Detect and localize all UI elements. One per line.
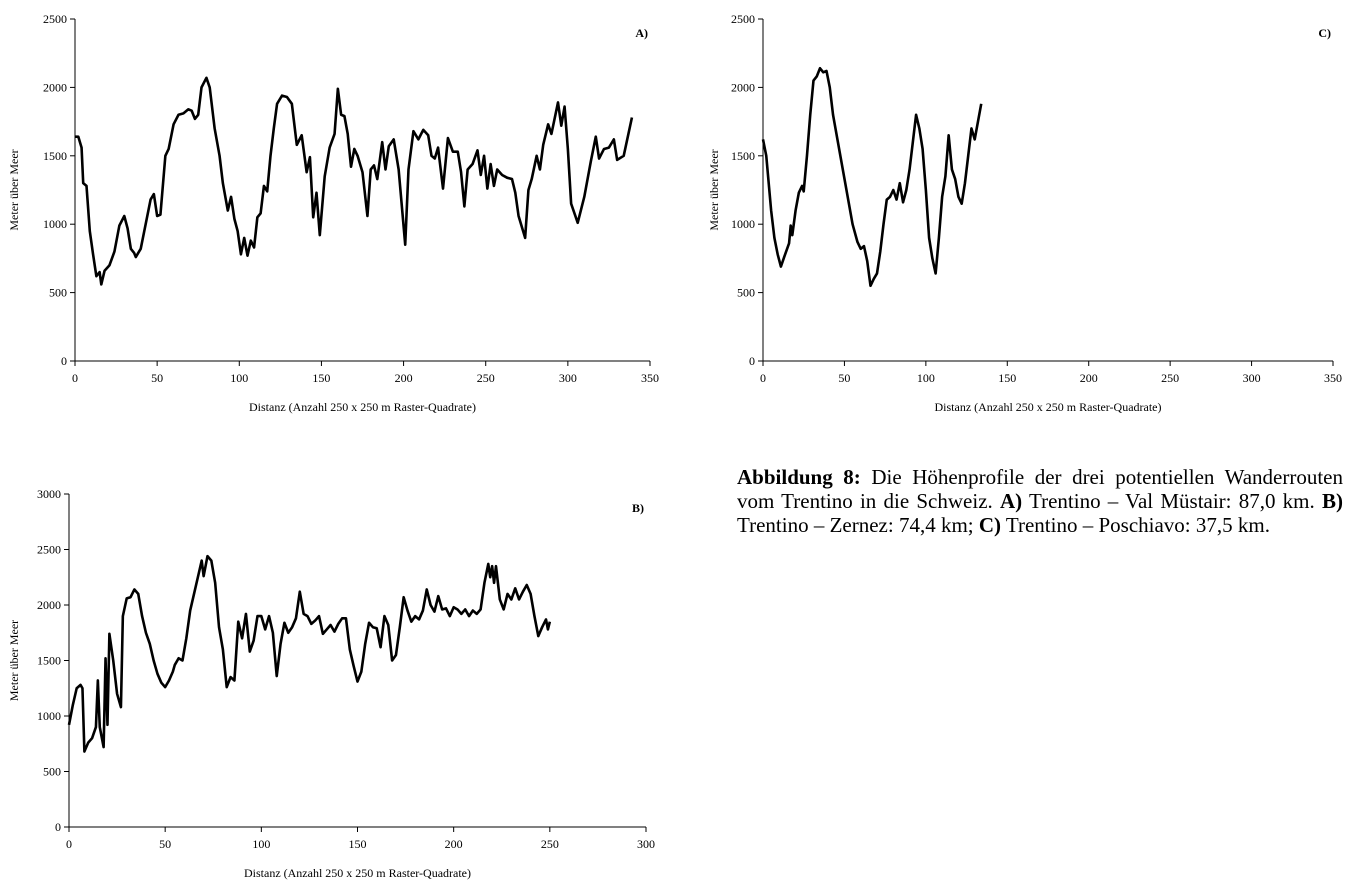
x-tick-label: 50: [151, 371, 163, 385]
y-axis-label: Meter über Meer: [7, 620, 21, 701]
y-tick-label: 1000: [37, 709, 61, 723]
elevation-line: [761, 66, 983, 288]
caption-text: Trentino – Val Müstair: 87,0 km.: [1022, 489, 1322, 513]
caption-text: Die Höhenprofile der drei potentiellen W…: [737, 465, 1349, 513]
x-tick-label: 350: [1324, 371, 1342, 385]
caption-text: Trentino – Poschiavo: 37,5 km.: [1001, 513, 1270, 537]
elevation-line: [75, 76, 634, 286]
y-axis-label: Meter über Meer: [7, 149, 21, 230]
panel-label: B): [632, 501, 644, 515]
y-tick-label: 1000: [43, 217, 67, 231]
x-tick-label: 100: [917, 371, 935, 385]
elevation-line: [67, 554, 552, 753]
caption-text: Trentino – Zernez: 74,4 km;: [737, 489, 1349, 537]
x-tick-label: 250: [1161, 371, 1179, 385]
y-tick-label: 2500: [43, 12, 67, 26]
x-tick-label: 300: [559, 371, 577, 385]
x-tick-label: 0: [66, 837, 72, 851]
x-tick-label: 350: [641, 371, 659, 385]
x-tick-label: 200: [395, 371, 413, 385]
y-axis-label: Meter über Meer: [707, 149, 721, 230]
x-tick-label: 200: [445, 837, 463, 851]
x-tick-label: 0: [72, 371, 78, 385]
x-tick-label: 150: [998, 371, 1016, 385]
x-tick-label: 300: [637, 837, 655, 851]
caption-bold: B): [1322, 489, 1343, 513]
y-tick-label: 2500: [731, 12, 755, 26]
x-tick-label: 200: [1080, 371, 1098, 385]
x-tick-label: 250: [541, 837, 559, 851]
y-tick-label: 1500: [37, 654, 61, 668]
x-tick-label: 150: [312, 371, 330, 385]
caption: Abbildung 8: Die Höhenprofile der drei p…: [737, 465, 1343, 537]
x-axis-label: Distanz (Anzahl 250 x 250 m Raster-Quadr…: [934, 400, 1161, 414]
x-tick-label: 50: [838, 371, 850, 385]
y-tick-label: 0: [749, 354, 755, 368]
caption-bold: C): [978, 513, 1002, 537]
y-tick-label: 500: [737, 286, 755, 300]
y-tick-label: 500: [43, 765, 61, 779]
caption-bold: A): [1000, 489, 1023, 513]
x-axis-label: Distanz (Anzahl 250 x 250 m Raster-Quadr…: [244, 866, 471, 880]
x-tick-label: 300: [1243, 371, 1261, 385]
y-tick-label: 1500: [731, 149, 755, 163]
y-tick-label: 2500: [37, 543, 61, 557]
panel-label: C): [1318, 26, 1331, 40]
x-tick-label: 150: [349, 837, 367, 851]
y-tick-label: 2000: [43, 80, 67, 94]
x-tick-label: 100: [252, 837, 270, 851]
panel-label: A): [635, 26, 648, 40]
x-axis-label: Distanz (Anzahl 250 x 250 m Raster-Quadr…: [249, 400, 476, 414]
y-tick-label: 2000: [37, 598, 61, 612]
y-tick-label: 3000: [37, 487, 61, 501]
y-tick-label: 1000: [731, 217, 755, 231]
y-tick-label: 0: [55, 820, 61, 834]
x-tick-label: 0: [760, 371, 766, 385]
y-tick-label: 0: [61, 354, 67, 368]
y-tick-label: 2000: [731, 80, 755, 94]
x-tick-label: 250: [477, 371, 495, 385]
x-tick-label: 50: [159, 837, 171, 851]
x-tick-label: 100: [230, 371, 248, 385]
y-tick-label: 500: [49, 286, 67, 300]
caption-bold: Abbildung 8:: [737, 465, 861, 489]
y-tick-label: 1500: [43, 149, 67, 163]
